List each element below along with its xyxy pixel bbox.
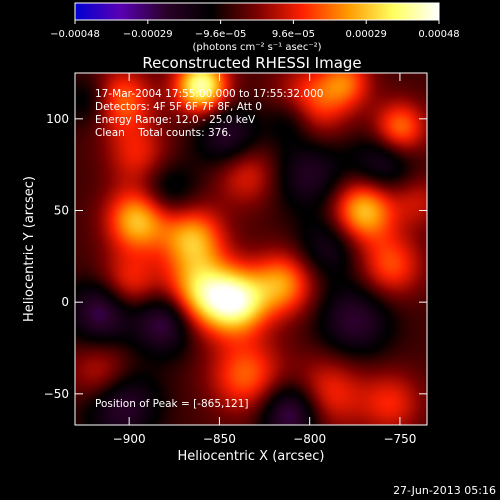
colorbar-tick-label: 0.00048: [418, 29, 459, 40]
colorbar-tick-label: −0.00048: [50, 29, 100, 40]
x-axis-label: Heliocentric X (arcsec): [178, 449, 325, 464]
info-energy-range: Energy Range: 12.0 - 25.0 keV: [95, 114, 256, 126]
colorbar-unit-label: (photons cm⁻² s⁻¹ asec⁻²): [192, 42, 321, 53]
colorbar-strip: [74, 2, 440, 21]
x-tick-label: −900: [113, 432, 146, 446]
x-tick-label: −850: [203, 432, 236, 446]
y-axis-label: Heliocentric Y (arcsec): [22, 176, 37, 322]
colorbar-tick-label: 9.6e−05: [272, 29, 315, 40]
heatmap-image: [75, 73, 427, 425]
colorbar-tick-label: −0.00029: [123, 29, 173, 40]
x-tick-label: −800: [293, 432, 326, 446]
y-tick-label: 50: [54, 204, 69, 218]
info-detectors: Detectors: 4F 5F 6F 7F 8F, Att 0: [95, 101, 262, 113]
colorbar: −0.00048 −0.00029 −9.6e−05 9.6e−05 0.00029 0.…: [50, 2, 460, 53]
y-tick-label: 0: [61, 295, 69, 309]
colorbar-tick-label: −9.6e−05: [195, 29, 247, 40]
x-tick-label: −750: [383, 432, 416, 446]
colorbar-tick-label: 0.00029: [346, 29, 387, 40]
chart-title: Reconstructed RHESSI Image: [142, 54, 361, 72]
y-tick-label: −50: [44, 387, 69, 401]
render-timestamp: 27-Jun-2013 05:16: [393, 484, 496, 497]
y-axis: −50 0 50 100: [44, 112, 427, 401]
heatmap-raster: [75, 73, 427, 425]
plot-frame: [74, 72, 428, 426]
peak-position-label: Position of Peak = [-865,121]: [95, 398, 249, 410]
info-time-range: 17-Mar-2004 17:55:00.000 to 17:55:32.000: [95, 88, 323, 100]
colorbar-ticks: −0.00048 −0.00029 −9.6e−05 9.6e−05 0.00029 0.…: [50, 20, 460, 40]
observation-info: 17-Mar-2004 17:55:00.000 to 17:55:32.000…: [95, 88, 323, 139]
info-clean-counts: Clean Total counts: 376.: [95, 127, 231, 139]
x-axis: −900 −850 −800 −750: [113, 73, 416, 446]
y-tick-label: 100: [46, 112, 69, 126]
